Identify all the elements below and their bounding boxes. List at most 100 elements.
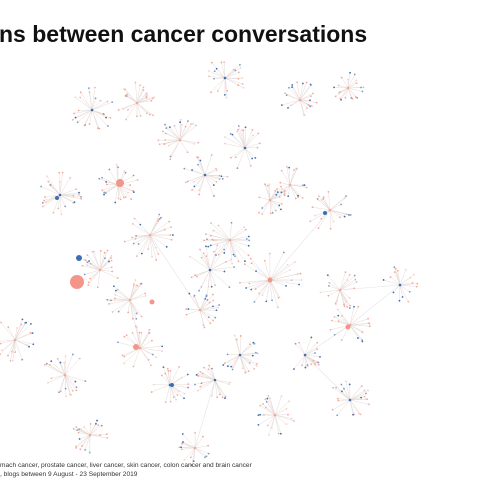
node — [0, 321, 2, 324]
node — [245, 238, 248, 240]
link — [99, 178, 119, 186]
link — [322, 198, 331, 211]
node — [132, 189, 134, 192]
node — [205, 245, 207, 248]
link — [304, 348, 318, 356]
hub-node — [98, 268, 102, 272]
link — [129, 299, 138, 314]
link — [213, 239, 231, 252]
link — [99, 267, 112, 271]
node — [228, 286, 231, 289]
link — [136, 98, 153, 104]
link — [89, 423, 91, 436]
node — [86, 254, 89, 257]
link — [237, 129, 246, 149]
link — [201, 257, 211, 271]
link — [399, 277, 411, 286]
link — [209, 76, 226, 79]
node — [210, 61, 213, 64]
link — [329, 209, 345, 217]
highlight-node — [345, 324, 351, 330]
node — [317, 361, 320, 364]
node — [307, 104, 310, 106]
node — [20, 323, 23, 326]
node — [114, 201, 117, 204]
link — [89, 425, 102, 436]
link — [269, 199, 276, 211]
link — [299, 84, 311, 101]
link — [269, 190, 276, 201]
link — [214, 379, 223, 398]
node — [198, 289, 200, 292]
node — [237, 128, 239, 131]
link — [188, 308, 201, 311]
node — [226, 365, 229, 368]
node — [245, 287, 248, 289]
node — [281, 188, 284, 190]
node — [71, 118, 74, 121]
node — [151, 255, 153, 258]
link — [234, 335, 241, 356]
node — [220, 175, 223, 178]
link — [262, 279, 271, 296]
link — [129, 285, 138, 301]
link — [201, 379, 216, 384]
node — [224, 136, 226, 138]
link — [117, 184, 121, 200]
node — [117, 341, 119, 344]
link — [264, 184, 271, 201]
node — [172, 396, 175, 399]
node — [247, 370, 250, 373]
link — [269, 209, 331, 281]
node — [97, 424, 100, 427]
node — [212, 293, 214, 296]
link — [269, 273, 301, 281]
link — [209, 254, 217, 271]
link — [246, 279, 271, 289]
node — [214, 316, 217, 319]
node — [223, 93, 226, 96]
link — [198, 373, 216, 381]
link — [89, 425, 99, 436]
node — [280, 104, 283, 107]
node — [280, 208, 282, 211]
link — [189, 256, 211, 271]
node — [244, 260, 246, 263]
node — [98, 127, 101, 130]
node — [244, 228, 247, 231]
link — [274, 414, 282, 434]
link — [136, 102, 141, 116]
node — [213, 195, 215, 197]
link — [208, 269, 211, 288]
node — [238, 71, 240, 74]
node — [290, 104, 292, 107]
link — [269, 184, 271, 201]
node — [108, 260, 110, 263]
node — [136, 179, 139, 181]
node — [172, 234, 174, 236]
node — [124, 95, 127, 97]
node — [339, 216, 341, 219]
node — [241, 367, 244, 370]
node — [102, 113, 105, 115]
node — [157, 253, 160, 255]
link — [229, 229, 246, 241]
node — [242, 86, 245, 89]
node — [236, 167, 239, 170]
link — [244, 263, 271, 281]
node — [122, 108, 125, 110]
link — [232, 354, 241, 367]
node — [28, 345, 30, 348]
node — [193, 185, 196, 188]
node — [150, 391, 153, 393]
node — [234, 69, 237, 72]
link — [254, 279, 271, 303]
node — [42, 205, 44, 208]
link — [301, 354, 306, 366]
link — [214, 379, 221, 395]
link — [329, 209, 334, 222]
link — [84, 109, 93, 126]
node — [210, 234, 212, 237]
link — [224, 77, 244, 89]
link — [244, 147, 252, 166]
